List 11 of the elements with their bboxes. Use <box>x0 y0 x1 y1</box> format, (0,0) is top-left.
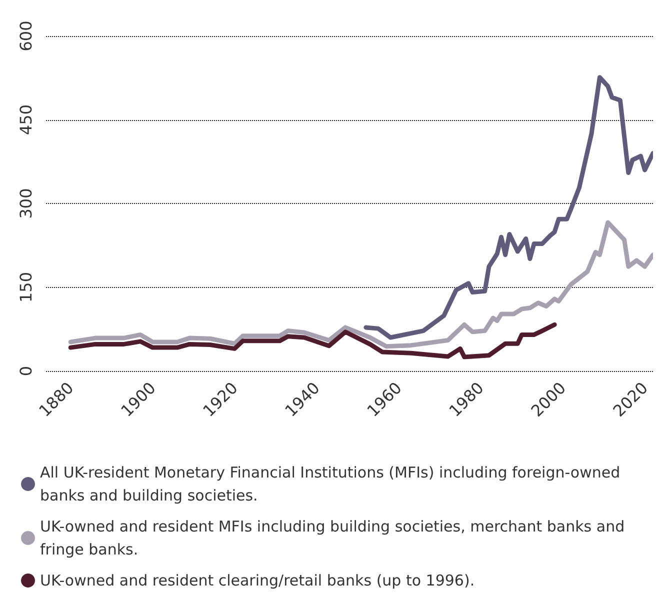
legend-label: UK-owned and resident MFIs including building societies, merchant banks and fringe banks. <box>40 518 630 558</box>
y-tick-label: 300 <box>16 188 36 219</box>
line-series <box>68 220 653 349</box>
legend-label: UK-owned and resident clearing/retail banks (up to 1996). <box>40 572 475 590</box>
y-tick-label: 450 <box>16 104 36 136</box>
y-tick-label: 0 <box>16 366 36 376</box>
line-series <box>364 75 653 340</box>
line-series <box>68 322 557 360</box>
y-tick-label: 150 <box>16 272 36 303</box>
y-tick-label: 600 <box>16 20 36 52</box>
legend-label: All UK-resident Monetary Financial Institutions (MFIs) including foreign-owned banks and building societies. <box>40 464 625 504</box>
